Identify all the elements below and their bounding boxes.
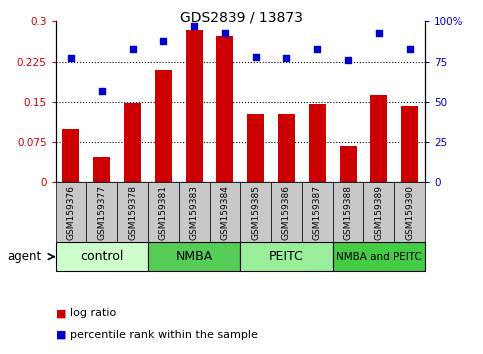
Bar xyxy=(179,182,210,242)
Bar xyxy=(62,129,79,182)
Text: GSM159386: GSM159386 xyxy=(282,185,291,240)
Point xyxy=(221,30,229,35)
Bar xyxy=(155,70,172,182)
Bar xyxy=(364,182,394,242)
Bar xyxy=(271,182,302,242)
Bar xyxy=(333,182,364,242)
Text: GSM159383: GSM159383 xyxy=(190,185,199,240)
Text: GSM159378: GSM159378 xyxy=(128,185,137,240)
Bar xyxy=(56,242,148,271)
Text: agent: agent xyxy=(7,250,42,263)
Text: GSM159390: GSM159390 xyxy=(405,185,414,240)
Point xyxy=(252,54,259,59)
Text: log ratio: log ratio xyxy=(70,308,116,318)
Text: GSM159387: GSM159387 xyxy=(313,185,322,240)
Bar xyxy=(148,182,179,242)
Bar xyxy=(340,146,356,182)
Bar xyxy=(93,157,110,182)
Point xyxy=(283,56,290,61)
Text: ■: ■ xyxy=(56,308,66,318)
Text: GDS2839 / 13873: GDS2839 / 13873 xyxy=(180,11,303,25)
Bar xyxy=(309,104,326,182)
Text: GSM159389: GSM159389 xyxy=(374,185,384,240)
Text: NMBA: NMBA xyxy=(175,250,213,263)
Point xyxy=(344,57,352,63)
Point xyxy=(159,38,167,44)
Text: GSM159384: GSM159384 xyxy=(220,185,229,240)
Text: PEITC: PEITC xyxy=(269,250,304,263)
Bar xyxy=(247,114,264,182)
Bar xyxy=(240,242,333,271)
Bar xyxy=(148,242,241,271)
Point xyxy=(67,56,75,61)
Text: control: control xyxy=(80,250,124,263)
Bar xyxy=(394,182,425,242)
Bar xyxy=(302,182,333,242)
Point xyxy=(190,23,198,29)
Bar xyxy=(401,105,418,182)
Text: GSM159376: GSM159376 xyxy=(67,185,75,240)
Bar xyxy=(185,30,202,182)
Bar xyxy=(240,182,271,242)
Text: GSM159385: GSM159385 xyxy=(251,185,260,240)
Bar xyxy=(278,114,295,182)
Bar xyxy=(117,182,148,242)
Bar xyxy=(370,95,387,182)
Text: NMBA and PEITC: NMBA and PEITC xyxy=(336,252,422,262)
Text: ■: ■ xyxy=(56,330,66,339)
Text: GSM159381: GSM159381 xyxy=(159,185,168,240)
Text: GSM159377: GSM159377 xyxy=(97,185,106,240)
Point xyxy=(313,46,321,51)
Bar xyxy=(86,182,117,242)
Point xyxy=(98,88,106,93)
Point xyxy=(128,46,136,51)
Bar xyxy=(210,182,240,242)
Point xyxy=(375,30,383,35)
Bar xyxy=(124,103,141,182)
Text: GSM159388: GSM159388 xyxy=(343,185,353,240)
Bar xyxy=(216,36,233,182)
Bar xyxy=(56,182,86,242)
Text: percentile rank within the sample: percentile rank within the sample xyxy=(70,330,258,339)
Point xyxy=(406,46,413,51)
Bar xyxy=(333,242,425,271)
